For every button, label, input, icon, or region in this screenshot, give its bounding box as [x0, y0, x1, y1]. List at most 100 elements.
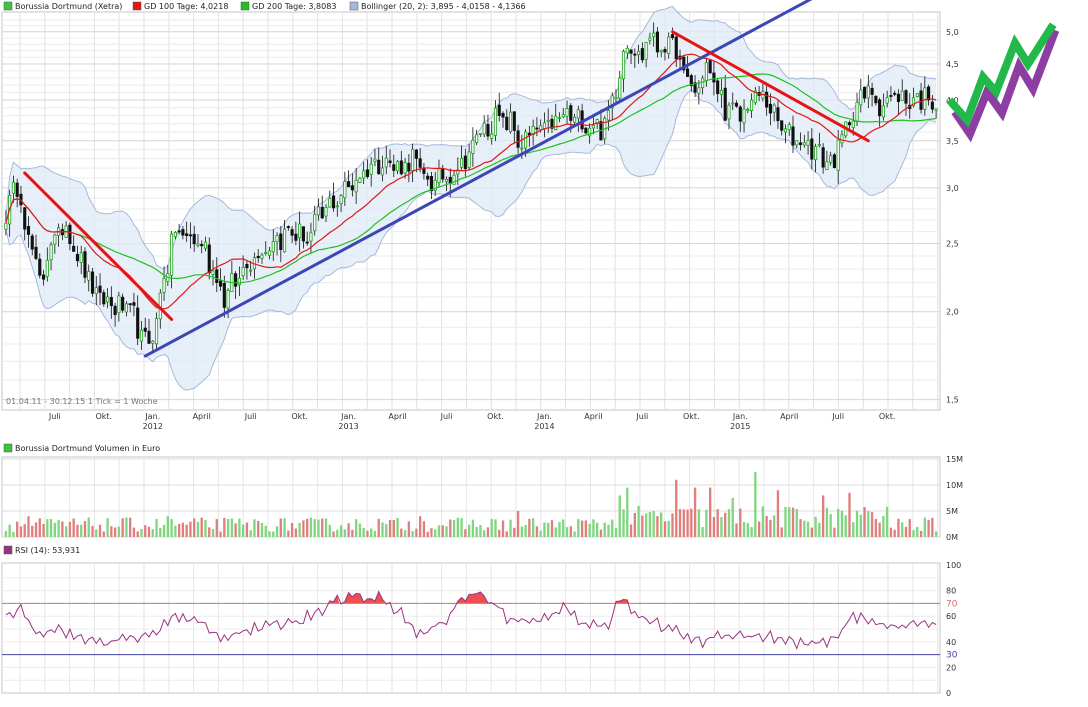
candle-114	[433, 171, 437, 196]
volume-bar-131	[498, 529, 501, 537]
candle-body-154	[584, 127, 588, 134]
volume-bar-9	[38, 518, 41, 537]
candle-body-155	[588, 127, 592, 137]
volume-bar-155	[588, 523, 591, 537]
volume-bar-189	[716, 509, 719, 537]
volume-bar-19	[76, 524, 79, 537]
volume-bar-96	[366, 530, 369, 537]
logo-purple-zigzag	[951, 28, 1060, 143]
candle-196	[742, 99, 746, 133]
rsi-y-tick-7: 0	[946, 689, 951, 698]
volume-bar-26	[102, 531, 105, 537]
volume-bar-185	[701, 526, 704, 537]
candle-body-190	[719, 89, 724, 95]
volume-bar-102	[388, 519, 392, 537]
candles	[4, 22, 938, 352]
candle-body-229	[866, 85, 870, 99]
volume-bar-132	[501, 520, 505, 537]
candle-body-19	[75, 253, 80, 262]
candle-103	[392, 154, 396, 178]
rsi-line	[5, 590, 937, 650]
volume-bar-200	[757, 521, 761, 537]
volume-bar-30	[117, 526, 121, 537]
candle-174	[659, 49, 663, 58]
volume-bar-1	[8, 524, 11, 537]
candle-body-217	[821, 147, 825, 168]
candle-73	[279, 225, 283, 263]
candle-242	[915, 93, 919, 98]
volume-bar-175	[663, 521, 667, 537]
candle-body-39	[151, 340, 155, 344]
candle-100	[380, 155, 385, 182]
volume-bar-177	[671, 513, 674, 537]
volume-panel: Borussia Dortmund Volumen in Euro 15M 10M…	[1, 443, 963, 542]
volume-bar-149	[565, 527, 569, 537]
legend-entry-2: GD 200 Tage: 3,8083	[240, 1, 336, 11]
volume-bar-154	[584, 520, 588, 537]
candle-body-115	[437, 168, 441, 183]
candle-151	[573, 113, 577, 125]
candle-124	[471, 127, 475, 167]
candle-body-102	[388, 160, 392, 164]
candle-body-71	[271, 241, 275, 253]
volume-bar-38	[147, 526, 151, 537]
candle-body-52	[200, 244, 204, 247]
candle-body-191	[723, 87, 727, 121]
volume-bar-173	[656, 515, 659, 537]
tick-note: 1 Tick = 1 Woche	[88, 397, 158, 406]
candle-184	[697, 80, 701, 105]
volume-bar-227	[859, 514, 862, 537]
candle-144	[546, 108, 550, 133]
candle-48	[185, 221, 189, 242]
candle-body-126	[478, 133, 482, 135]
candle-body-235	[889, 95, 893, 97]
candle-98	[373, 149, 377, 167]
rsi-y-tick-2: 70	[946, 599, 958, 609]
volume-bar-207	[784, 506, 787, 537]
candle-145	[550, 114, 554, 133]
volume-bar-179	[678, 509, 682, 537]
candle-body-152	[576, 109, 580, 119]
candle-127	[482, 115, 486, 138]
candle-body-68	[260, 254, 264, 259]
volume-bar-187	[708, 487, 712, 537]
candle-2	[11, 175, 15, 203]
candle-body-18	[72, 245, 76, 252]
volume-bar-196	[742, 522, 746, 537]
bollinger-fill	[5, 6, 937, 391]
volume-bar-109	[415, 528, 418, 537]
candle-body-93	[354, 179, 358, 193]
candle-body-220	[832, 154, 836, 169]
candle-body-215	[814, 146, 818, 161]
vol-y-tick-0: 15M	[946, 455, 963, 464]
candle-214	[810, 128, 814, 170]
candle-135	[512, 111, 516, 143]
price-y-tick-7: 1,5	[946, 396, 959, 405]
candle-body-237	[896, 93, 901, 102]
volume-bar-40	[155, 518, 158, 537]
candle-body-8	[34, 246, 38, 259]
candle-154	[584, 126, 588, 135]
volume-bar-142	[539, 530, 542, 537]
candle-body-36	[139, 329, 144, 342]
volume-bar-209	[791, 507, 795, 537]
volume-bar-210	[795, 509, 798, 537]
volume-bar-144	[547, 522, 550, 537]
candle-body-227	[859, 89, 863, 106]
volume-bar-206	[780, 527, 783, 537]
candle-247	[934, 108, 938, 119]
x-tick-9: Okt.	[487, 412, 504, 421]
candle-82	[313, 205, 317, 236]
candle-body-128	[486, 124, 490, 137]
volume-bar-159	[603, 522, 606, 537]
candle-147	[557, 112, 562, 123]
volume-bar-108	[411, 531, 414, 537]
volume-bar-39	[151, 529, 154, 537]
bollinger-lower	[5, 89, 937, 391]
candle-body-198	[750, 99, 754, 111]
volume-bar-214	[810, 527, 814, 537]
candle-222	[840, 130, 844, 148]
candle-71	[271, 229, 275, 261]
